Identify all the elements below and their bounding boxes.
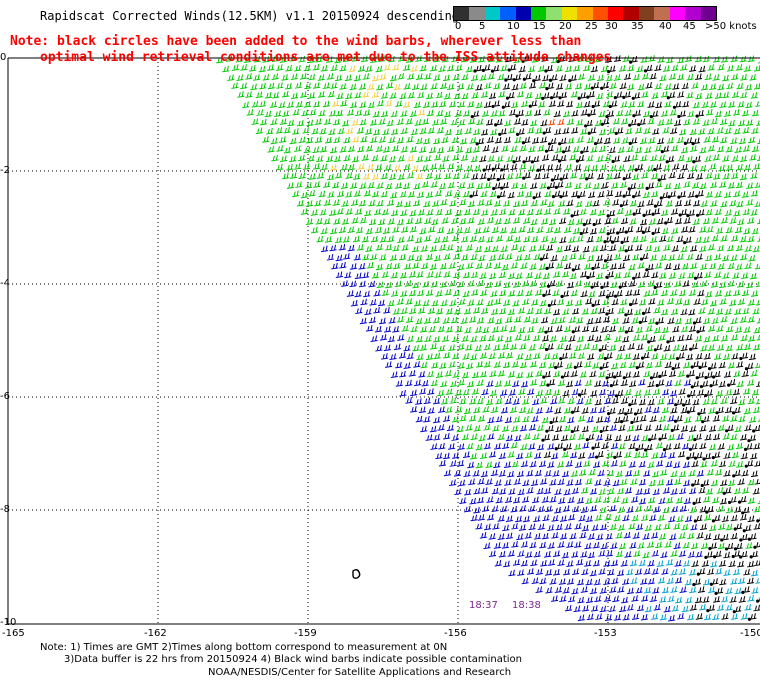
color-legend-label: 25 [585, 21, 598, 32]
map-border [7, 57, 760, 625]
footer-credit: NOAA/NESDIS/Center for Satellite Applica… [208, 667, 512, 678]
color-swatch [546, 7, 562, 20]
color-legend-label: 35 [631, 21, 644, 32]
y-label-0: 0 [0, 52, 7, 63]
color-swatch [608, 7, 624, 20]
color-legend-label: 0 [455, 21, 462, 32]
time-label-2: 18:38 [512, 600, 541, 611]
color-legend-label: 40 [659, 21, 672, 32]
y-label-minus-10: -10 [0, 617, 17, 628]
color-legend-label: 10 [507, 21, 520, 32]
grid-lines [8, 58, 760, 624]
color-legend-labels: 0 5 10 15 20 25 30 35 40 45 >50 knots [453, 21, 757, 35]
y-label-minus-4: -4 [0, 278, 10, 289]
color-swatch [669, 7, 686, 20]
color-swatch [500, 7, 516, 20]
color-legend-label: 15 [533, 21, 546, 32]
color-swatch [685, 7, 701, 20]
color-swatch [700, 7, 716, 20]
note-line-2: optimal wind retrieval conditions are me… [40, 50, 612, 65]
x-label-minus-159: -159 [294, 628, 317, 639]
color-swatch [531, 7, 547, 20]
color-legend-bar [453, 6, 717, 21]
wind-barbs [216, 55, 760, 622]
color-swatch [515, 7, 532, 20]
x-label-minus-150: -150 [740, 628, 760, 639]
color-swatch [454, 7, 470, 20]
x-label-minus-156: -156 [444, 628, 467, 639]
y-label-minus-2: -2 [0, 165, 10, 176]
footer-note-1: Note: 1) Times are GMT 2)Times along bot… [40, 642, 448, 653]
color-swatch [654, 7, 670, 20]
color-legend-label: 45 [683, 21, 696, 32]
color-swatch [469, 7, 485, 20]
color-legend-label: 5 [479, 21, 486, 32]
footer-note-2: 3)Data buffer is 22 hrs from 20150924 4)… [64, 654, 522, 665]
note-line-1: Note: black circles have been added to t… [10, 34, 582, 49]
map-title: Rapidscat Corrected Winds(12.5KM) v1.1 2… [40, 9, 460, 23]
color-legend-label: 20 [559, 21, 572, 32]
y-label-minus-6: -6 [0, 391, 10, 402]
x-label-minus-165: -165 [2, 628, 25, 639]
color-swatch [484, 7, 501, 20]
color-swatch [592, 7, 609, 20]
color-legend-label: 30 [605, 21, 618, 32]
color-swatch [638, 7, 655, 20]
color-swatch [577, 7, 593, 20]
x-label-minus-153: -153 [594, 628, 617, 639]
time-label-1: 18:37 [469, 600, 498, 611]
color-legend: 0 5 10 15 20 25 30 35 40 45 >50 knots [453, 6, 757, 35]
y-label-minus-8: -8 [0, 504, 10, 515]
map-frame [8, 58, 760, 624]
color-legend-label: >50 knots [705, 21, 757, 32]
color-swatch [623, 7, 639, 20]
island-outline [352, 569, 361, 579]
color-swatch [561, 7, 578, 20]
x-label-minus-162: -162 [144, 628, 167, 639]
